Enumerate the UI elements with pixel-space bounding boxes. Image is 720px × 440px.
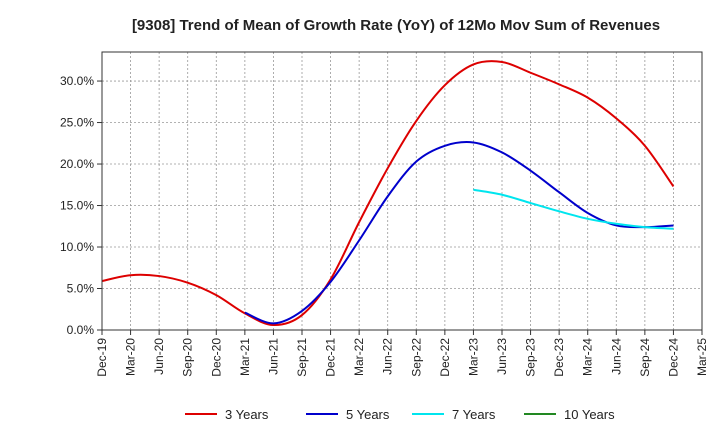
series-line-5-years — [244, 141, 674, 325]
series-line-7-years — [473, 188, 674, 230]
series-layer — [101, 60, 675, 327]
x-tick-label: Sep-21 — [295, 338, 309, 377]
x-tick-label: Mar-20 — [124, 338, 138, 376]
x-tick-label: Sep-20 — [181, 338, 195, 377]
x-tick-label: Mar-24 — [581, 338, 595, 376]
y-axis-ticks: 0.0% 5.0% 10.0% 15.0% 20.0% 25.0% 30.0% — [60, 74, 102, 337]
legend-label-10-years: 10 Years — [564, 407, 615, 422]
series-line-3-years — [101, 60, 675, 327]
x-tick-label: Dec-24 — [666, 338, 680, 377]
x-tick-label: Mar-21 — [238, 338, 252, 376]
plot-area — [102, 52, 702, 330]
x-tick-label: Mar-22 — [352, 338, 366, 376]
x-tick-label: Dec-20 — [209, 338, 223, 377]
x-tick-label: Jun-21 — [266, 338, 280, 375]
chart-title: [9308] Trend of Mean of Growth Rate (YoY… — [132, 17, 660, 34]
y-tick-label: 15.0% — [60, 199, 94, 213]
x-tick-label: Dec-23 — [552, 338, 566, 377]
y-tick-label: 25.0% — [60, 116, 94, 130]
x-tick-label: Jun-23 — [495, 338, 509, 375]
plot-frame — [101, 51, 703, 331]
x-tick-label: Jun-22 — [381, 338, 395, 375]
legend: 3 Years 5 Years 7 Years 10 Years — [185, 407, 615, 422]
axes — [101, 51, 703, 331]
x-axis-ticks: Dec-19 Mar-20 Jun-20 Sep-20 Dec-20 Mar-21 Jun-… — [95, 330, 709, 377]
plot-background — [102, 52, 702, 330]
x-tick-label: Mar-25 — [695, 338, 709, 376]
x-tick-label: Dec-19 — [95, 338, 109, 377]
legend-label-3-years: 3 Years — [225, 407, 269, 422]
y-tick-label: 30.0% — [60, 74, 94, 88]
x-tick-label: Sep-23 — [524, 338, 538, 377]
legend-label-7-years: 7 Years — [452, 407, 496, 422]
x-tick-label: Jun-20 — [152, 338, 166, 375]
x-tick-label: Dec-22 — [438, 338, 452, 377]
x-tick-label: Jun-24 — [609, 338, 623, 375]
y-tick-label: 10.0% — [60, 240, 94, 254]
x-tick-label: Dec-21 — [324, 338, 338, 377]
x-tick-label: Mar-23 — [466, 338, 480, 376]
y-tick-label: 5.0% — [67, 282, 95, 296]
x-tick-label: Sep-24 — [638, 338, 652, 377]
x-tick-label: Sep-22 — [409, 338, 423, 377]
y-tick-label: 20.0% — [60, 157, 94, 171]
legend-label-5-years: 5 Years — [346, 407, 390, 422]
y-tick-label: 0.0% — [67, 323, 95, 337]
